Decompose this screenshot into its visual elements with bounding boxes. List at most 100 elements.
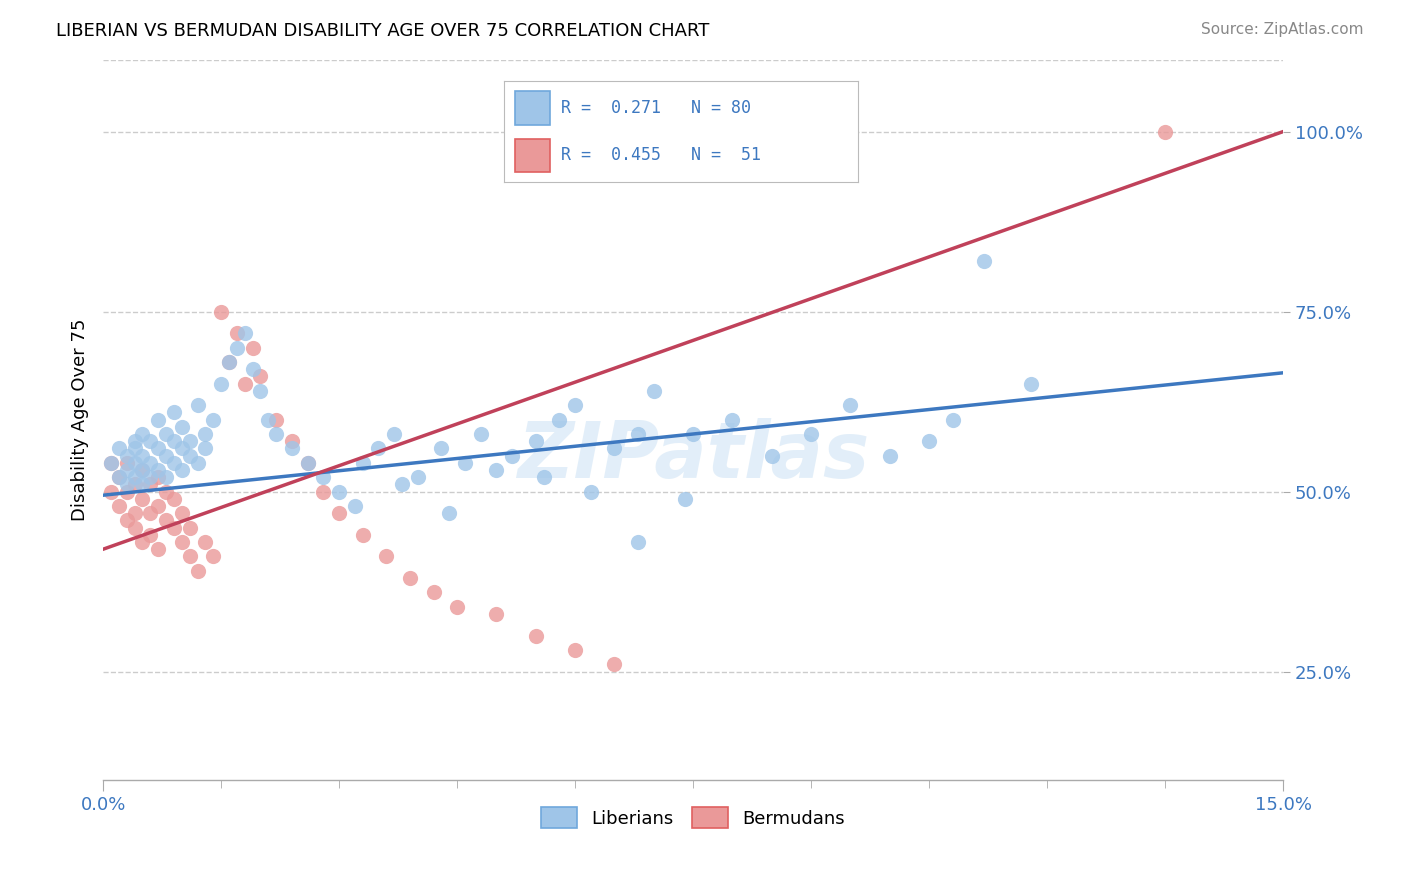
Point — [139, 434, 162, 449]
Point — [399, 571, 422, 585]
Point — [194, 535, 217, 549]
Point — [131, 427, 153, 442]
Point — [186, 398, 208, 412]
Point — [249, 384, 271, 398]
Point — [564, 398, 586, 412]
Point — [470, 427, 492, 442]
Point — [163, 405, 186, 419]
Point — [170, 463, 193, 477]
Point — [352, 528, 374, 542]
Point — [179, 549, 201, 564]
Point — [439, 506, 461, 520]
Point — [202, 549, 225, 564]
Point — [115, 456, 138, 470]
Point — [454, 456, 477, 470]
Point — [100, 456, 122, 470]
Point — [115, 513, 138, 527]
Point — [312, 484, 335, 499]
Point — [202, 412, 225, 426]
Point — [281, 442, 304, 456]
Point — [430, 442, 453, 456]
Point — [124, 442, 146, 456]
Point — [148, 463, 170, 477]
Point — [194, 427, 217, 442]
Point — [115, 463, 138, 477]
Point — [139, 456, 162, 470]
Point — [548, 412, 571, 426]
Point — [108, 499, 131, 513]
Point — [163, 520, 186, 534]
Point — [124, 506, 146, 520]
Point — [108, 442, 131, 456]
Point — [918, 434, 941, 449]
Point — [115, 449, 138, 463]
Point — [194, 442, 217, 456]
Point — [170, 419, 193, 434]
Point — [524, 434, 547, 449]
Point — [131, 463, 153, 477]
Point — [163, 491, 186, 506]
Point — [312, 470, 335, 484]
Point — [682, 427, 704, 442]
Point — [281, 434, 304, 449]
Point — [170, 442, 193, 456]
Point — [721, 412, 744, 426]
Point — [564, 643, 586, 657]
Y-axis label: Disability Age Over 75: Disability Age Over 75 — [72, 318, 89, 521]
Point — [148, 470, 170, 484]
Point — [108, 470, 131, 484]
Point — [643, 384, 665, 398]
Text: ZIPatlas: ZIPatlas — [517, 417, 869, 493]
Point — [155, 449, 177, 463]
Point — [218, 355, 240, 369]
Point — [170, 506, 193, 520]
Point — [973, 254, 995, 268]
Point — [179, 434, 201, 449]
Point — [218, 355, 240, 369]
Point — [139, 477, 162, 491]
Point — [627, 535, 650, 549]
Point — [1021, 376, 1043, 391]
Point — [186, 564, 208, 578]
Point — [328, 484, 350, 499]
Point — [131, 449, 153, 463]
Point — [108, 470, 131, 484]
Point — [100, 456, 122, 470]
Point — [163, 434, 186, 449]
Point — [155, 427, 177, 442]
Point — [170, 535, 193, 549]
Point — [422, 585, 444, 599]
Point — [225, 341, 247, 355]
Point — [579, 484, 602, 499]
Point — [179, 520, 201, 534]
Point — [367, 442, 389, 456]
Point — [343, 499, 366, 513]
Point — [124, 470, 146, 484]
Point — [233, 326, 256, 341]
Point — [446, 599, 468, 614]
Point — [264, 427, 287, 442]
Point — [328, 506, 350, 520]
Point — [673, 491, 696, 506]
Point — [148, 442, 170, 456]
Point — [382, 427, 405, 442]
Point — [124, 520, 146, 534]
Point — [225, 326, 247, 341]
Point — [139, 528, 162, 542]
Point — [148, 499, 170, 513]
Point — [131, 477, 153, 491]
Point — [485, 463, 508, 477]
Point — [391, 477, 413, 491]
Point — [501, 449, 523, 463]
Point — [242, 341, 264, 355]
Point — [627, 427, 650, 442]
Point — [124, 456, 146, 470]
Point — [179, 449, 201, 463]
Point — [297, 456, 319, 470]
Point — [155, 470, 177, 484]
Text: LIBERIAN VS BERMUDAN DISABILITY AGE OVER 75 CORRELATION CHART: LIBERIAN VS BERMUDAN DISABILITY AGE OVER… — [56, 22, 710, 40]
Point — [297, 456, 319, 470]
Point — [233, 376, 256, 391]
Point — [209, 304, 232, 318]
Point — [242, 362, 264, 376]
